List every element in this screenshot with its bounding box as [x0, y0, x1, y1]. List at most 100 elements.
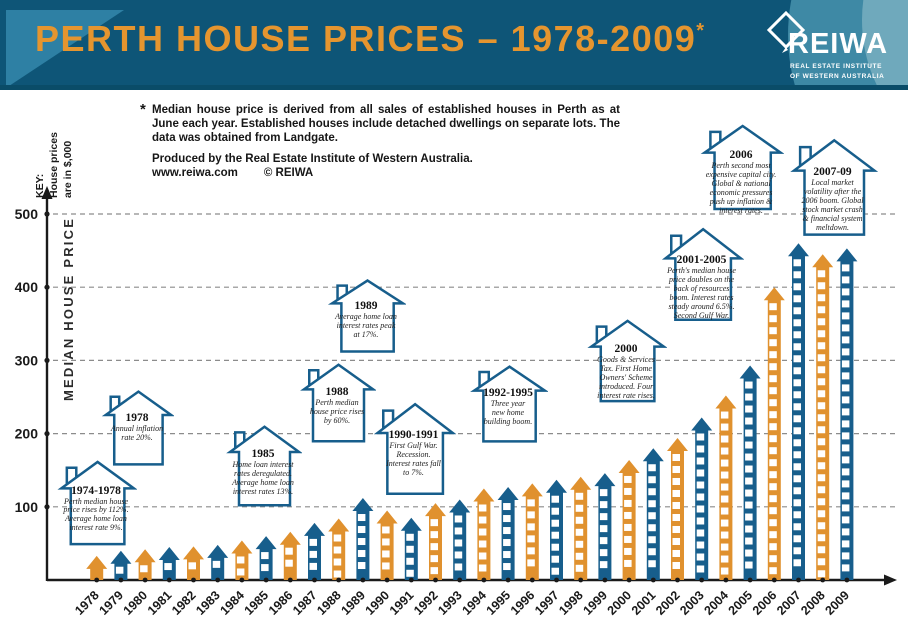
bar-1984 [231, 540, 253, 580]
x-tick-label-1988: 1988 [314, 588, 344, 618]
callout-line: to 7%. [403, 467, 424, 477]
bar-window [841, 360, 850, 368]
bar-window [720, 411, 729, 419]
bar-window [624, 547, 632, 555]
bar-window [382, 526, 390, 534]
bar-window [817, 378, 826, 386]
bar-1985 [255, 536, 277, 580]
bar-window [527, 535, 535, 543]
bar-window [841, 264, 850, 272]
bar-window [793, 343, 801, 351]
bar-window [793, 427, 801, 435]
bar-window [841, 564, 850, 572]
bar-window [406, 557, 414, 565]
bar-window [551, 507, 559, 515]
bar-window [648, 476, 656, 484]
x-tick-dot-2003 [699, 577, 705, 583]
x-tick-label-1980: 1980 [121, 588, 151, 618]
bar-window [503, 515, 511, 523]
x-tick-label-2002: 2002 [653, 588, 683, 618]
bar-window [478, 564, 487, 572]
bar-window [285, 559, 293, 567]
x-tick-label-2001: 2001 [629, 588, 659, 618]
x-tick-label-2005: 2005 [726, 588, 756, 618]
callout-line: rates deregulated. [234, 469, 292, 479]
bar-window [793, 475, 801, 483]
bar-shape-1979 [110, 550, 132, 580]
bar-window [793, 403, 801, 411]
bar-window [817, 414, 826, 422]
bar-window [817, 366, 826, 374]
bar-1999 [594, 473, 616, 580]
bar-window [454, 563, 463, 571]
bar-window [672, 489, 680, 497]
bar-window [696, 445, 705, 453]
x-tick-label-2008: 2008 [798, 588, 828, 618]
bar-window [261, 552, 269, 560]
bar-1992 [425, 503, 446, 580]
x-tick-dot-1980 [142, 577, 148, 583]
callout-line: & financial system [802, 214, 863, 224]
bar-window [769, 555, 777, 563]
copyright-text: © REIWA [263, 167, 314, 180]
bar-window [503, 539, 511, 547]
x-tick-dot-1984 [239, 577, 245, 583]
x-tick-dot-1979 [118, 577, 124, 583]
callout-title: 1992-1995 [483, 387, 533, 400]
bar-1989 [352, 498, 374, 580]
bar-window [599, 501, 608, 509]
x-tick-label-2009: 2009 [822, 588, 852, 618]
bar-window [575, 540, 584, 548]
callout-line: Global & national [711, 178, 771, 188]
x-tick-label-1998: 1998 [556, 588, 586, 618]
bar-window [841, 420, 850, 428]
x-tick-label-1996: 1996 [508, 588, 538, 618]
callout-text: 2000 Goods & Services Tax. First Home Owne… [592, 343, 661, 401]
x-tick-dot-2007 [796, 577, 801, 583]
bar-window [430, 555, 438, 563]
bar-window [696, 517, 705, 525]
y-tick-label-500: 500 [15, 206, 39, 222]
bar-window [793, 559, 801, 567]
bar-window [817, 282, 826, 290]
bar-window [309, 550, 317, 558]
bar-window [333, 570, 342, 578]
bar-2004 [715, 395, 737, 580]
bar-window [357, 562, 366, 570]
callout-text: 2006 Perth second most expensive capital … [705, 149, 777, 216]
bar-window [672, 453, 680, 461]
bar-window [551, 531, 559, 539]
annotation-2001-2005: 2001-2005 Perth's median house price doub… [659, 226, 744, 323]
callout-title: 1985 [251, 448, 275, 461]
callout-line: steady around 6.5%. [668, 301, 735, 311]
callout-title: 2001-2005 [676, 254, 727, 267]
bar-1990 [376, 510, 398, 580]
bar-window [624, 499, 632, 507]
bar-window [696, 493, 705, 501]
bar-window [672, 561, 680, 569]
bar-window [769, 531, 777, 539]
bar-window [817, 546, 826, 554]
x-tick-dot-1990 [384, 577, 390, 583]
callout-line: expensive capital city. [705, 169, 777, 179]
bar-window [648, 464, 656, 472]
x-tick-label-1994: 1994 [459, 588, 489, 618]
bar-2000 [618, 459, 640, 580]
annotation-1974-1978: 1974-1978 Perth median house price rises … [55, 459, 137, 547]
x-tick-dot-2000 [626, 577, 632, 583]
callout-text: 1988 Perth median house price rises by 60%… [304, 386, 370, 426]
bar-window [769, 399, 777, 407]
bar-1996 [521, 483, 543, 580]
page-title-text: PERTH HOUSE PRICES – 1978-2009 [35, 18, 697, 59]
bar-window [696, 565, 705, 573]
x-tick-dot-1992 [433, 577, 438, 583]
bar-window [478, 504, 487, 512]
bar-window [841, 480, 850, 488]
bar-window [841, 336, 850, 344]
bar-window [841, 516, 850, 524]
x-tick-dot-2005 [747, 577, 753, 583]
bar-window [478, 540, 487, 548]
bar-window [599, 537, 608, 545]
bar-window [696, 529, 705, 537]
callout-house-outline [698, 123, 784, 212]
